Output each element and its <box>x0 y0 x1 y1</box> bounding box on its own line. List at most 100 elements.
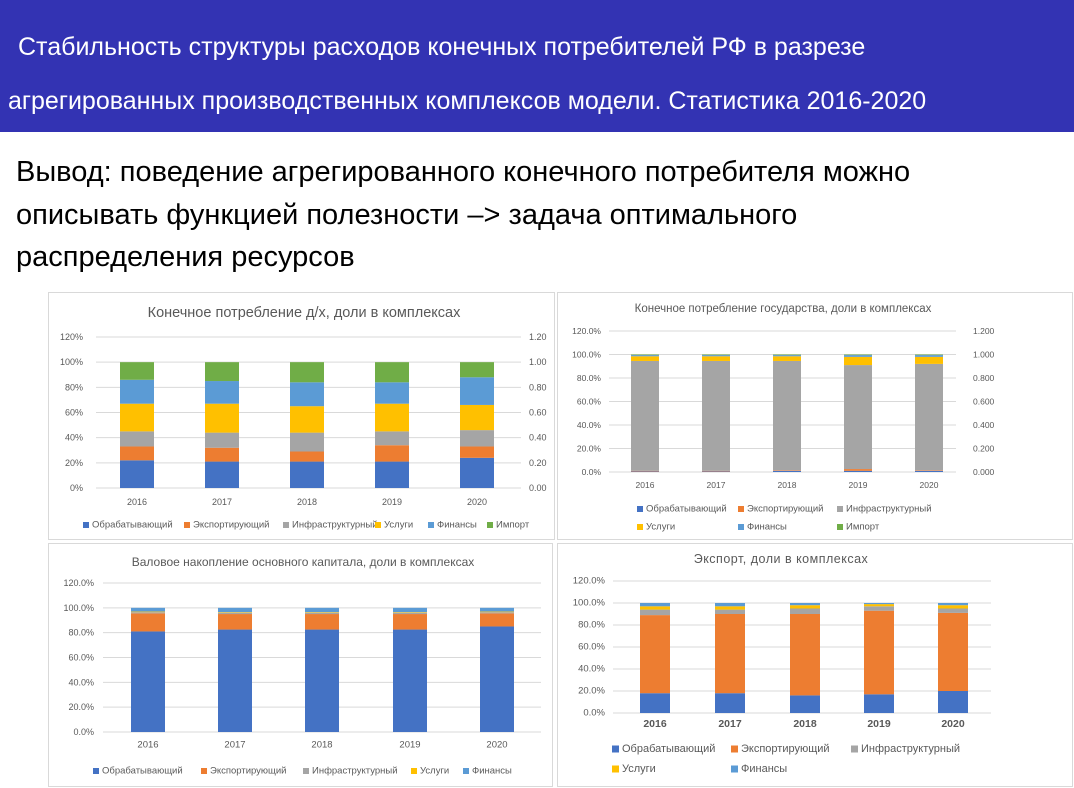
legend-label: Обрабатывающий <box>622 743 715 755</box>
legend-item-manufacturing: Обрабатывающий <box>83 520 173 531</box>
bar-import-2019 <box>844 354 872 356</box>
bar-manufacturing-2016 <box>631 471 659 472</box>
legend-label: Инфраструктурный <box>292 520 378 531</box>
bar-services-2016 <box>120 403 154 432</box>
bar-manufacturing-2016 <box>131 631 165 732</box>
y-axis-tick-label: 80.0% <box>578 620 605 631</box>
bar-finance-2018 <box>290 382 324 407</box>
bar-export-2019 <box>864 610 894 695</box>
legend-swatch <box>411 768 417 774</box>
y-axis-tick-label: 60.0% <box>578 642 605 653</box>
bar-services-2020 <box>480 611 514 613</box>
y-axis-tick-label: 0% <box>70 483 83 493</box>
bar-finance-2018 <box>790 603 820 606</box>
legend-item-services: Услуги <box>411 766 449 777</box>
legend-item-finance: Финансы <box>731 763 787 775</box>
bar-manufacturing-2017 <box>715 693 745 713</box>
legend-swatch <box>637 524 643 530</box>
bar-import-2018 <box>290 362 324 383</box>
legend-swatch <box>487 522 493 528</box>
bar-manufacturing-2018 <box>790 695 820 713</box>
legend-label: Экспортирующий <box>193 520 269 531</box>
y-axis-tick-label: 0.0% <box>73 727 94 737</box>
bar-infrastructure-2018 <box>790 608 820 614</box>
bar-finance-2019 <box>864 603 894 605</box>
legend-label: Финансы <box>741 763 787 775</box>
legend-label: Импорт <box>496 520 530 531</box>
legend-label: Услуги <box>384 520 413 531</box>
secondary-y-axis-tick-label: 0.000 <box>973 467 995 477</box>
bar-infrastructure-2019 <box>864 606 894 611</box>
bar-infrastructure-2019 <box>375 431 409 446</box>
y-axis-tick-label: 100.0% <box>572 350 601 360</box>
legend-label: Обрабатывающий <box>646 504 727 515</box>
bar-services-2017 <box>205 403 239 433</box>
legend-swatch <box>731 765 738 773</box>
legend-swatch <box>612 765 619 773</box>
bar-services-2019 <box>375 403 409 432</box>
legend-swatch <box>184 522 190 528</box>
bar-infrastructure-2016 <box>631 360 659 471</box>
legend-item-services: Услуги <box>612 763 656 775</box>
secondary-y-axis-tick-label: 1.200 <box>973 326 995 336</box>
secondary-y-axis-tick-label: 1.000 <box>973 350 995 360</box>
bar-export-2017 <box>205 447 239 462</box>
bar-services-2016 <box>640 606 670 610</box>
legend-swatch <box>83 522 89 528</box>
y-axis-tick-label: 20.0% <box>577 444 602 454</box>
y-axis-tick-label: 120.0% <box>572 326 601 336</box>
x-axis-tick-label: 2017 <box>718 718 742 730</box>
x-axis-tick-label: 2017 <box>707 480 726 490</box>
bar-import-2017 <box>205 362 239 382</box>
x-axis-tick-label: 2020 <box>486 740 507 751</box>
conclusion-line-2: описывать функцией полезности –> задача … <box>16 198 798 231</box>
chart-title: Конечное потребление государства, доли в… <box>635 303 932 315</box>
bar-export-2016 <box>131 613 165 632</box>
bar-export-2020 <box>915 470 943 471</box>
bar-manufacturing-2020 <box>915 470 943 472</box>
legend-item-finance: Финансы <box>463 766 512 777</box>
bar-export-2019 <box>393 614 427 630</box>
chart-canvas: Валовое накопление основного капитала, д… <box>63 555 541 777</box>
bar-manufacturing-2018 <box>305 629 339 732</box>
x-axis-tick-label: 2016 <box>127 497 147 507</box>
bar-export-2017 <box>715 614 745 694</box>
bar-infrastructure-2020 <box>480 612 514 614</box>
y-axis-tick-label: 20.0% <box>578 686 605 697</box>
legend-label: Экспортирующий <box>747 504 823 515</box>
bar-manufacturing-2019 <box>375 461 409 488</box>
bar-infrastructure-2020 <box>915 363 943 471</box>
bar-import-2016 <box>631 354 659 356</box>
legend-swatch <box>738 524 744 530</box>
bar-manufacturing-2019 <box>844 470 872 472</box>
bar-services-2017 <box>218 612 252 613</box>
legend-label: Услуги <box>420 766 449 777</box>
y-axis-tick-label: 0.0% <box>583 708 605 719</box>
y-axis-tick-label: 100.0% <box>573 598 606 609</box>
conclusion-line-1: Вывод: поведение агрегированного конечно… <box>16 156 911 188</box>
chart-government-consumption: Конечное потребление государства, доли в… <box>557 292 1073 540</box>
bar-import-2019 <box>375 362 409 383</box>
bar-export-2020 <box>938 612 968 691</box>
bar-finance-2019 <box>375 382 409 404</box>
legend-swatch <box>851 745 858 753</box>
bar-finance-2018 <box>305 607 339 613</box>
legend-swatch <box>303 768 309 774</box>
bar-export-2020 <box>480 613 514 627</box>
bar-services-2020 <box>460 404 494 431</box>
bar-services-2020 <box>915 356 943 364</box>
bar-finance-2020 <box>915 355 943 357</box>
bar-finance-2018 <box>773 355 801 357</box>
bar-export-2017 <box>218 614 252 630</box>
legend-swatch <box>428 522 434 528</box>
legend-item-services: Услуги <box>375 520 413 531</box>
secondary-y-axis-tick-label: 1.20 <box>529 332 547 342</box>
legend-label: Обрабатывающий <box>102 766 183 777</box>
bar-manufacturing-2017 <box>702 471 730 472</box>
bar-export-2019 <box>375 445 409 462</box>
x-axis-tick-label: 2018 <box>793 718 817 730</box>
bar-finance-2019 <box>393 607 427 613</box>
bar-infrastructure-2018 <box>290 432 324 452</box>
legend-item-manufacturing: Обрабатывающий <box>93 766 183 777</box>
legend-swatch <box>637 506 643 512</box>
